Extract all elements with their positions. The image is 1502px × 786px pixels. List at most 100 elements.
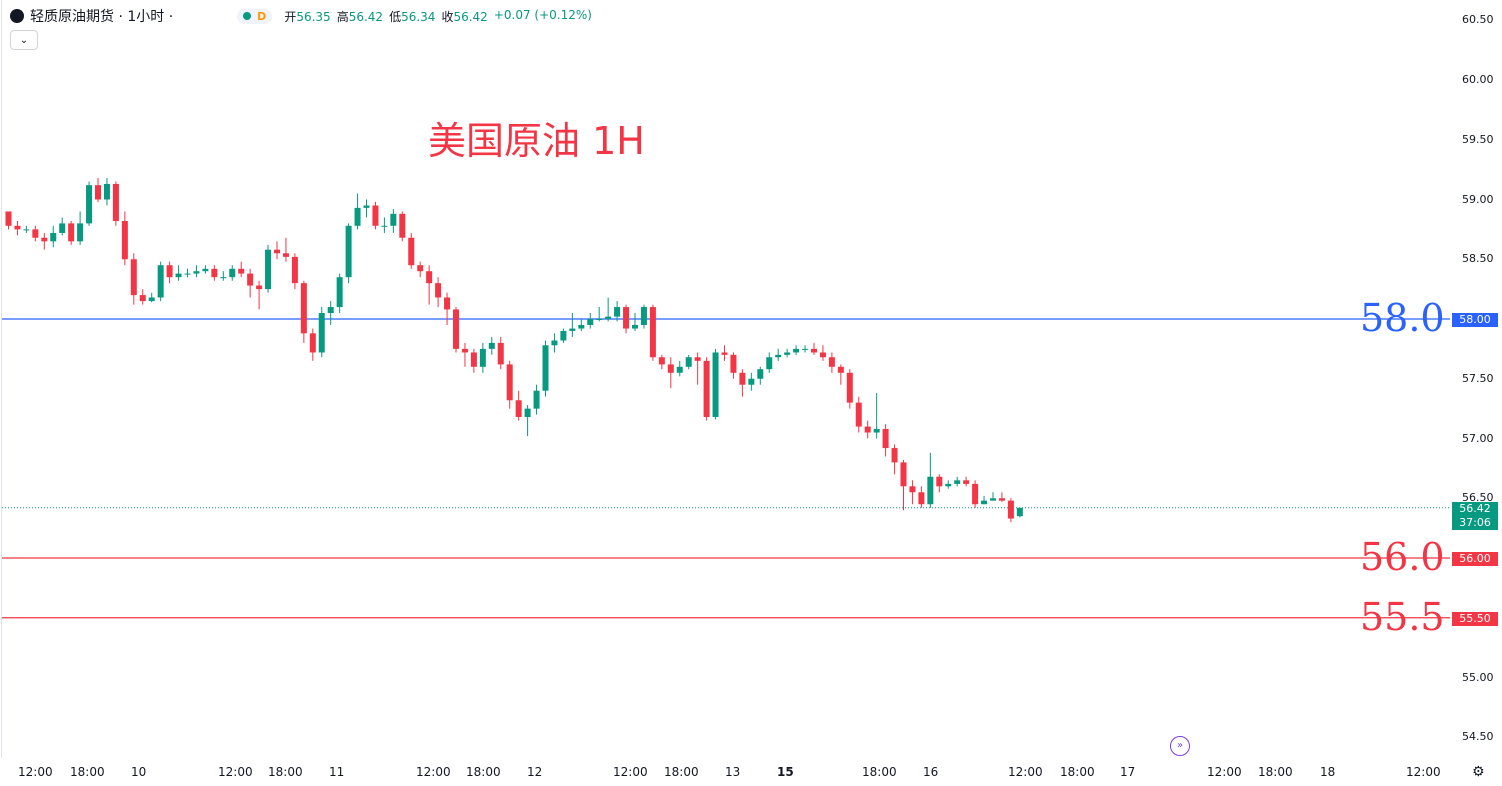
candle[interactable]: [274, 241, 280, 260]
candle[interactable]: [882, 424, 889, 457]
candle[interactable]: [828, 352, 835, 373]
candle[interactable]: [542, 340, 549, 397]
candle[interactable]: [506, 360, 513, 409]
candle[interactable]: [515, 390, 522, 421]
candle[interactable]: [336, 273, 343, 314]
candle[interactable]: [900, 460, 907, 511]
candle[interactable]: [327, 301, 334, 325]
candle[interactable]: [972, 480, 979, 508]
candle[interactable]: [623, 304, 630, 334]
candle[interactable]: [112, 181, 119, 226]
candle[interactable]: [408, 232, 415, 269]
candle[interactable]: [184, 268, 191, 278]
candle[interactable]: [95, 177, 101, 202]
candle[interactable]: [23, 225, 30, 233]
candle[interactable]: [444, 292, 451, 325]
candle[interactable]: [381, 217, 388, 233]
symbol-title[interactable]: 轻质原油期货 · 1小时 ·: [30, 9, 174, 25]
candle[interactable]: [130, 253, 137, 305]
candle[interactable]: [211, 265, 218, 281]
candle[interactable]: [265, 244, 272, 293]
candle[interactable]: [981, 495, 988, 505]
collapse-legend-button[interactable]: ⌄: [10, 30, 38, 50]
candle[interactable]: [533, 384, 540, 415]
candle[interactable]: [873, 393, 880, 439]
candle[interactable]: [139, 289, 146, 305]
candle[interactable]: [658, 354, 665, 370]
candle[interactable]: [632, 313, 638, 331]
candle[interactable]: [963, 476, 970, 487]
candle[interactable]: [488, 336, 495, 355]
candle[interactable]: [864, 420, 871, 439]
candle[interactable]: [757, 366, 764, 385]
candle[interactable]: [247, 268, 254, 298]
candle[interactable]: [775, 348, 782, 361]
candle[interactable]: [784, 348, 791, 358]
candle[interactable]: [846, 369, 853, 409]
candle[interactable]: [998, 492, 1005, 502]
candle[interactable]: [318, 307, 325, 358]
candle[interactable]: [166, 261, 173, 284]
candle[interactable]: [1016, 507, 1023, 518]
candle[interactable]: [640, 304, 647, 329]
candle[interactable]: [426, 265, 433, 305]
candle[interactable]: [596, 307, 603, 322]
candle[interactable]: [14, 221, 21, 236]
candle[interactable]: [918, 486, 925, 508]
settings-icon[interactable]: ⚙: [1472, 764, 1485, 780]
candle[interactable]: [220, 271, 227, 281]
candle[interactable]: [614, 301, 621, 322]
candle[interactable]: [1007, 498, 1014, 523]
candle[interactable]: [685, 354, 692, 370]
candle[interactable]: [309, 328, 316, 361]
candle[interactable]: [649, 304, 656, 361]
candle[interactable]: [551, 333, 558, 353]
candle[interactable]: [470, 348, 477, 373]
candle[interactable]: [202, 265, 209, 274]
candle[interactable]: [5, 211, 12, 230]
candle[interactable]: [766, 352, 773, 373]
candle[interactable]: [363, 199, 370, 218]
candle[interactable]: [739, 369, 746, 397]
candle[interactable]: [32, 225, 39, 242]
candle[interactable]: [354, 193, 361, 230]
candle[interactable]: [811, 342, 817, 355]
candle[interactable]: [390, 209, 397, 233]
candle[interactable]: [909, 480, 916, 505]
candle[interactable]: [497, 336, 504, 370]
candle[interactable]: [68, 221, 75, 245]
data-status-badge[interactable]: D: [237, 8, 273, 24]
candle[interactable]: [569, 313, 576, 337]
candle[interactable]: [157, 261, 164, 302]
candle[interactable]: [954, 476, 961, 487]
candle[interactable]: [945, 480, 952, 489]
candle[interactable]: [703, 357, 710, 421]
candle[interactable]: [748, 372, 755, 391]
candle[interactable]: [712, 348, 719, 420]
candle[interactable]: [175, 265, 182, 281]
candle[interactable]: [59, 217, 66, 236]
candle[interactable]: [291, 253, 298, 290]
candle[interactable]: [77, 211, 84, 245]
candle[interactable]: [461, 342, 468, 367]
candle[interactable]: [837, 364, 844, 385]
candle[interactable]: [417, 261, 424, 278]
candle[interactable]: [524, 405, 531, 437]
candle[interactable]: [193, 265, 200, 278]
candle[interactable]: [721, 345, 728, 361]
candle[interactable]: [372, 201, 379, 230]
candle[interactable]: [578, 319, 585, 331]
candle[interactable]: [229, 265, 236, 281]
candle[interactable]: [238, 261, 245, 278]
candle[interactable]: [103, 177, 110, 206]
candle[interactable]: [667, 357, 674, 389]
candle[interactable]: [300, 280, 307, 343]
candle[interactable]: [587, 313, 594, 329]
candle[interactable]: [694, 352, 701, 385]
scroll-to-realtime-button[interactable]: »: [1170, 736, 1190, 756]
candle[interactable]: [605, 297, 612, 322]
candle[interactable]: [345, 223, 352, 284]
candle[interactable]: [121, 211, 128, 266]
candle[interactable]: [927, 452, 934, 508]
